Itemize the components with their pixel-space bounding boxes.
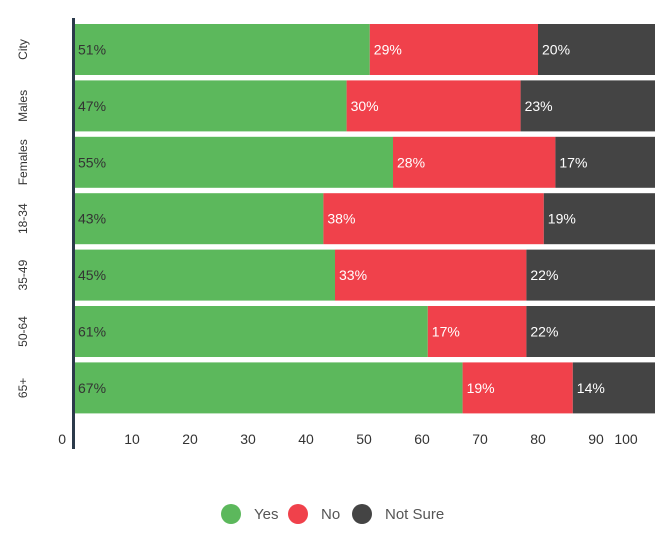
legend-marker bbox=[352, 504, 372, 524]
bar-segment-yes bbox=[74, 306, 428, 357]
bar-segment-not-sure bbox=[572, 362, 655, 414]
bar-segment-no bbox=[346, 80, 521, 132]
data-label: 17% bbox=[432, 324, 460, 340]
data-label: 14% bbox=[577, 380, 605, 396]
legend-label: Not Sure bbox=[385, 506, 444, 523]
data-label: 17% bbox=[559, 154, 587, 170]
x-tick-label: 90 bbox=[588, 431, 604, 447]
category-label: 65+ bbox=[16, 378, 30, 398]
data-label: 43% bbox=[78, 211, 106, 227]
data-label: 20% bbox=[542, 42, 570, 58]
x-tick-label: 40 bbox=[298, 431, 314, 447]
data-label: 23% bbox=[525, 98, 553, 114]
data-label: 28% bbox=[397, 154, 425, 170]
bar-segment-no bbox=[427, 306, 527, 357]
x-tick-label: 0 bbox=[58, 431, 66, 447]
bar-segment-yes bbox=[74, 80, 347, 132]
x-tick-label: 80 bbox=[530, 431, 546, 447]
bar-segment-yes bbox=[74, 24, 370, 75]
x-tick-label: 100 bbox=[614, 431, 638, 447]
bar-segment-not-sure bbox=[520, 80, 655, 132]
legend-label: No bbox=[321, 506, 340, 523]
data-label: 19% bbox=[548, 211, 576, 227]
bar-segment-not-sure bbox=[543, 193, 655, 245]
bar-segment-not-sure bbox=[526, 249, 655, 301]
category-label: City bbox=[16, 39, 30, 60]
bar-segment-no bbox=[462, 362, 573, 414]
category-label: 18-34 bbox=[16, 203, 30, 234]
legend: Yes No Not Sure bbox=[221, 504, 444, 524]
data-label: 22% bbox=[530, 324, 558, 340]
data-label: 61% bbox=[78, 324, 106, 340]
legend-marker bbox=[221, 504, 241, 524]
data-label: 19% bbox=[467, 380, 495, 396]
data-label: 55% bbox=[78, 154, 106, 170]
category-label: 35-49 bbox=[16, 259, 30, 290]
data-label: 22% bbox=[530, 267, 558, 283]
category-label: Males bbox=[16, 90, 30, 122]
bar-segment-yes bbox=[74, 362, 463, 414]
data-label: 47% bbox=[78, 98, 106, 114]
bar-segment-no bbox=[393, 136, 556, 188]
x-tick-label: 30 bbox=[240, 431, 256, 447]
bars-layer: 51% 29% 20% 47% 30% 23% 55% 28% 17% 43% 38% 19% 45% 3… bbox=[74, 24, 655, 414]
x-tick-label: 70 bbox=[472, 431, 488, 447]
category-axis: City Males Females 18-34 35-49 50-64 65+ bbox=[16, 39, 30, 398]
bar-segment-not-sure bbox=[526, 306, 655, 357]
category-label: 50-64 bbox=[16, 316, 30, 347]
bar-segment-no bbox=[369, 24, 538, 75]
legend-label: Yes bbox=[254, 506, 278, 523]
bar-segment-not-sure bbox=[538, 24, 655, 75]
data-label: 51% bbox=[78, 42, 106, 58]
data-label: 38% bbox=[327, 211, 355, 227]
data-label: 67% bbox=[78, 380, 106, 396]
bar-segment-not-sure bbox=[555, 136, 655, 188]
legend-marker bbox=[288, 504, 308, 524]
data-label: 33% bbox=[339, 267, 367, 283]
value-axis: 0 10 20 30 40 50 60 70 80 90 100 bbox=[58, 431, 638, 447]
x-tick-label: 10 bbox=[124, 431, 140, 447]
bar-segment-no bbox=[335, 249, 527, 301]
bar-segment-yes bbox=[74, 136, 393, 188]
data-label: 45% bbox=[78, 267, 106, 283]
x-tick-label: 50 bbox=[356, 431, 372, 447]
data-label: 29% bbox=[374, 42, 402, 58]
x-tick-label: 60 bbox=[414, 431, 430, 447]
bar-segment-no bbox=[323, 193, 544, 245]
data-label: 30% bbox=[351, 98, 379, 114]
bar-segment-yes bbox=[74, 193, 324, 245]
category-label: Females bbox=[16, 139, 30, 185]
bar-segment-yes bbox=[74, 249, 335, 301]
x-tick-label: 20 bbox=[182, 431, 198, 447]
